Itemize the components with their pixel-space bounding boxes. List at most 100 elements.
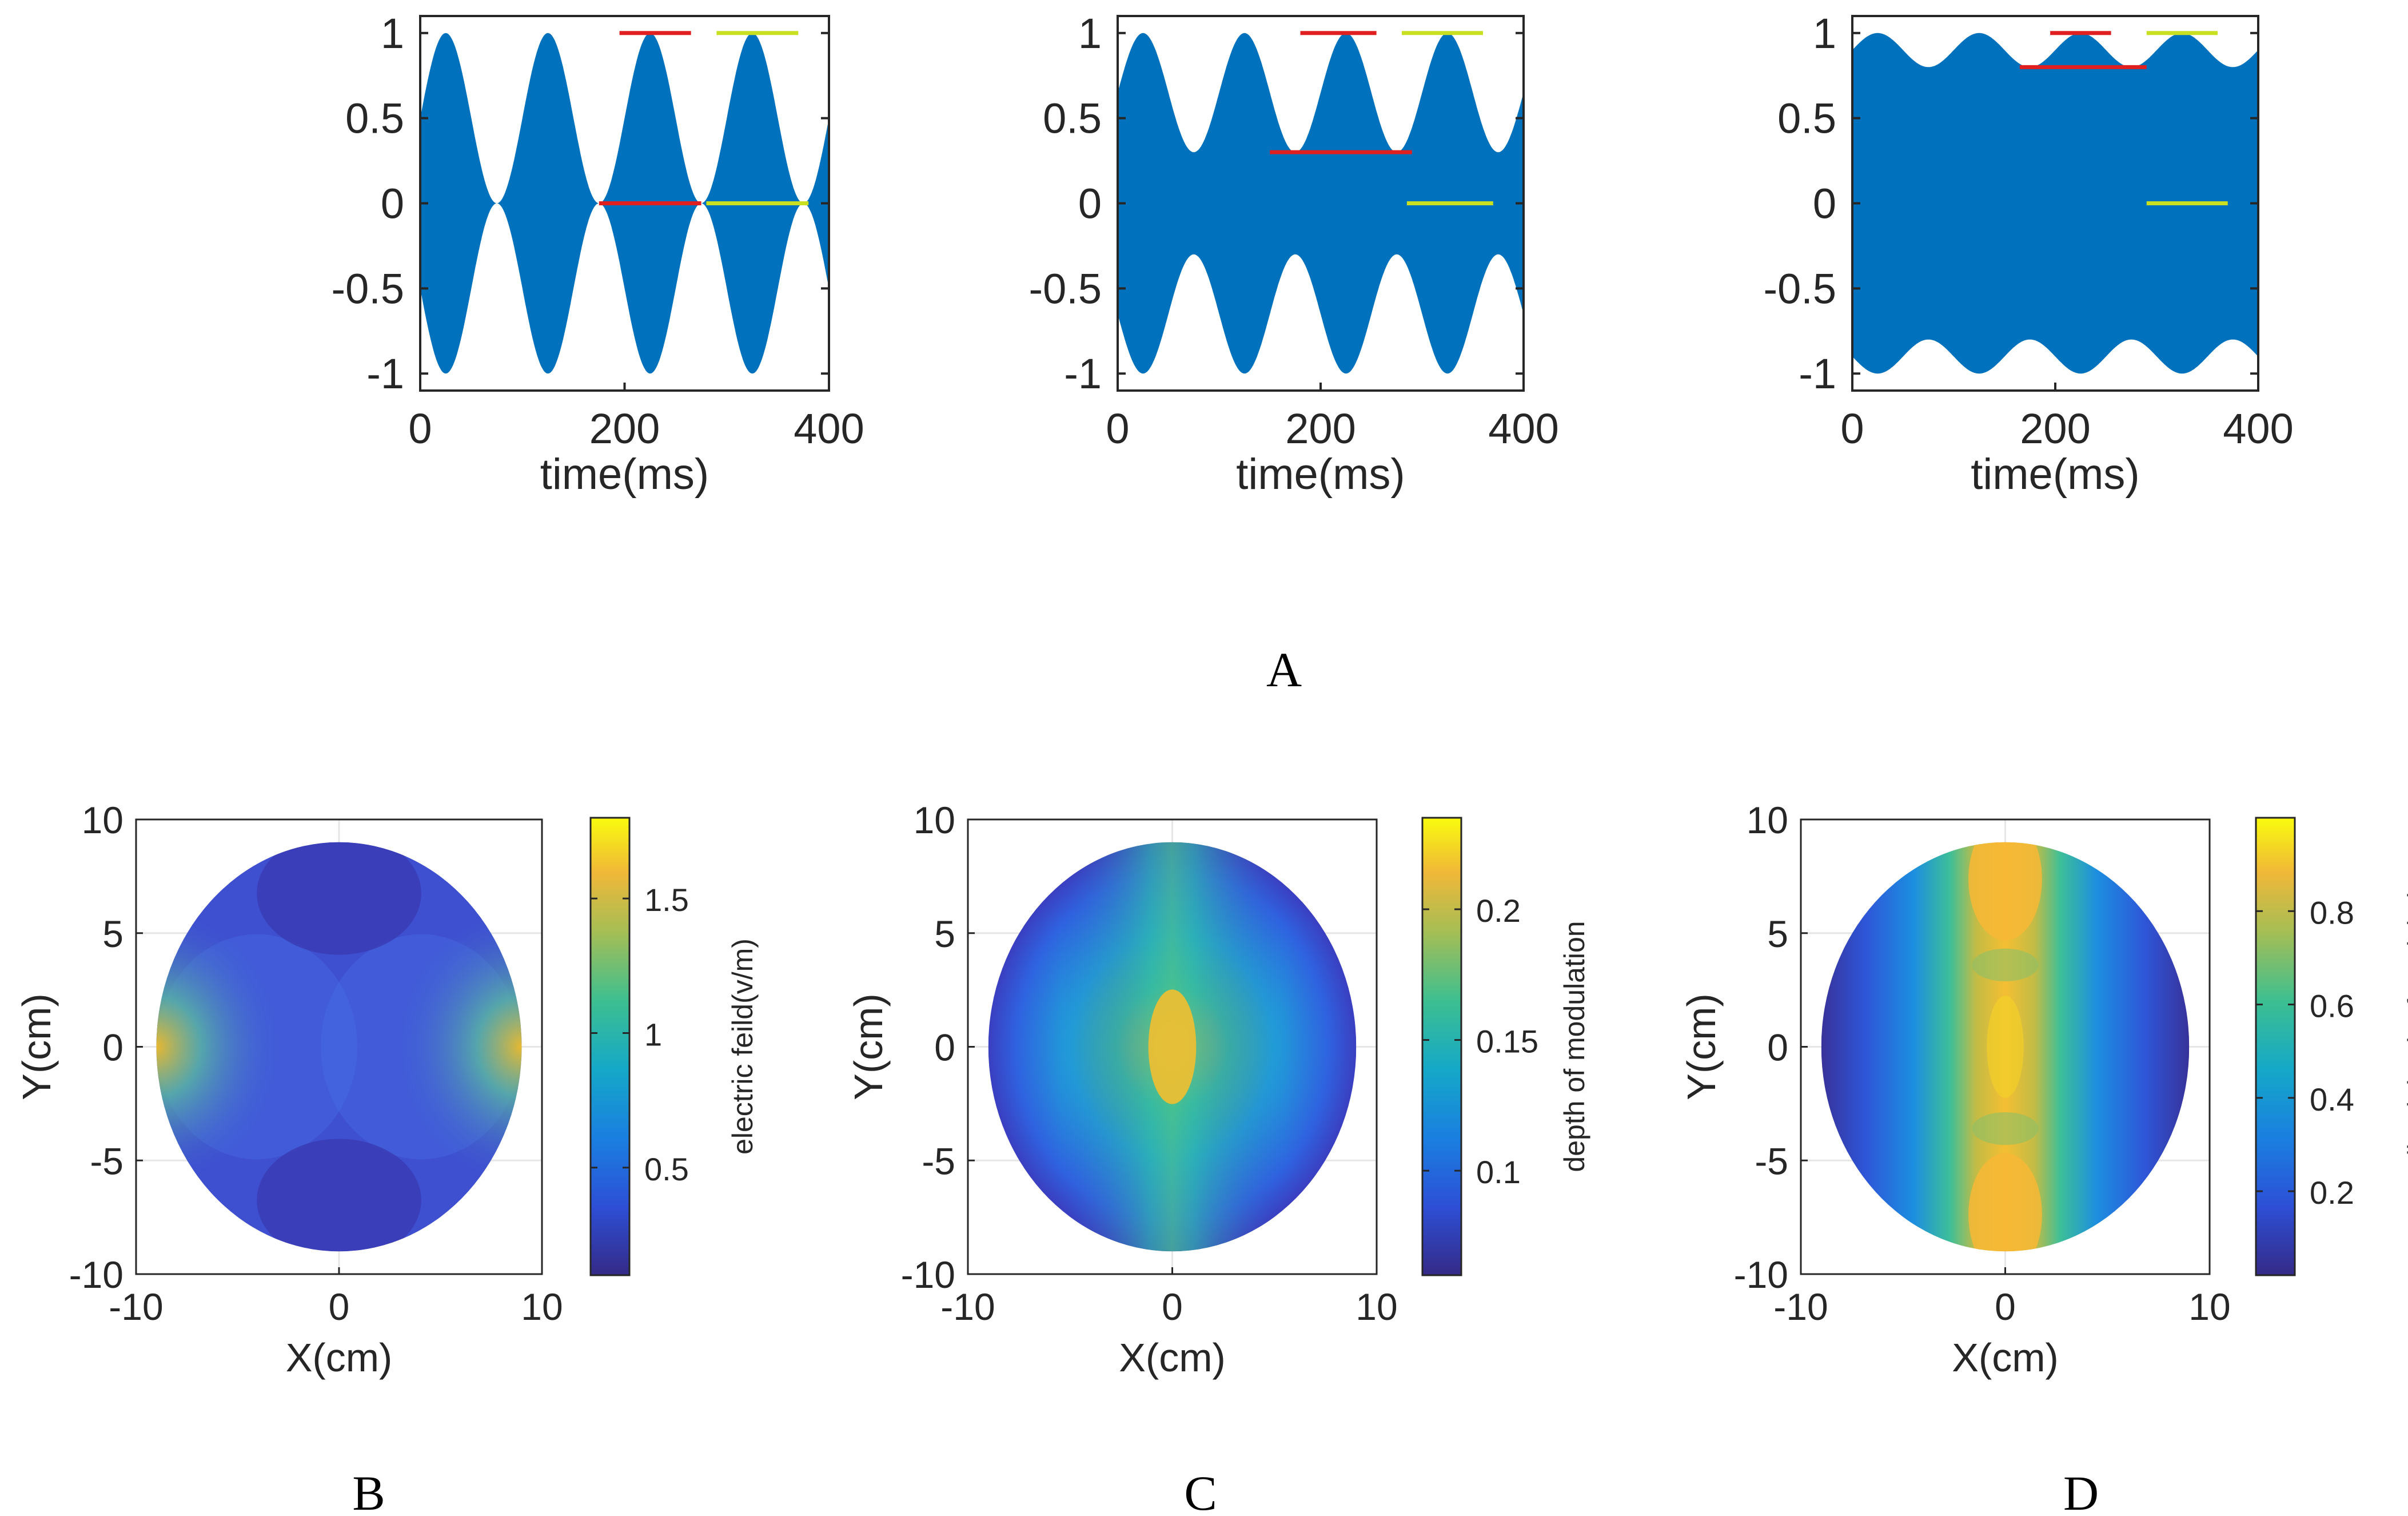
field-saddle-bottom <box>1972 1112 2039 1145</box>
y-axis-label: Y(cm) <box>14 993 59 1100</box>
x-axis-label: time(ms) <box>540 450 709 499</box>
colorbar-tick-label: 1 <box>644 1016 662 1052</box>
x-tick-label: 10 <box>521 1286 563 1328</box>
field-peak <box>1148 989 1197 1104</box>
y-tick-label: -1 <box>1064 350 1102 397</box>
y-tick-label: -0.5 <box>1763 265 1836 312</box>
y-tick-label: 0 <box>1813 180 1836 228</box>
x-tick-label: 400 <box>2223 405 2293 452</box>
x-tick-label: 200 <box>589 405 660 452</box>
y-tick-label: 0 <box>1078 180 1102 228</box>
x-tick-label: 10 <box>1356 1286 1397 1328</box>
y-tick-label: 0.5 <box>1777 95 1836 142</box>
y-tick-label: 0.5 <box>345 95 404 142</box>
field-saddle-top <box>1972 948 2039 982</box>
signal-plot-a2: -1 -0.5 0 0.5 1 0 200 400 time(ms) <box>1028 10 1558 499</box>
colorbar-tick-label: 0.8 <box>2310 894 2354 930</box>
colorbar-tick-label: 0.2 <box>2310 1175 2354 1211</box>
field-map <box>988 842 1357 1252</box>
field-peak-top <box>1968 842 2042 941</box>
heatmap-plot-d: -10 -5 0 5 10 -10 0 10 X(cm) Y(cm) 0.2 0.4 0.6 0.8 nor… <box>1679 799 2408 1380</box>
x-tick-label: 0 <box>408 405 432 452</box>
x-tick-label: 0 <box>1106 405 1129 452</box>
colorbar-tick-label: 1.5 <box>644 882 689 918</box>
y-tick-label: 0 <box>934 1026 955 1069</box>
field-map <box>156 842 522 1252</box>
x-tick-label: 200 <box>1285 405 1356 452</box>
heatmap-plot-b: -10 -5 0 5 10 -10 0 10 X(cm) Y(cm) 0.5 1 1.5 electric… <box>14 799 759 1380</box>
y-tick-label: 0 <box>102 1026 123 1069</box>
y-tick-label: 0 <box>1767 1026 1788 1069</box>
y-tick-label: 10 <box>1747 799 1788 841</box>
x-axis-label: X(cm) <box>1119 1335 1226 1380</box>
colorbar: 0.2 0.4 0.6 0.8 normalized depth of modulati… <box>2255 817 2408 1276</box>
y-tick-label: 5 <box>934 913 955 955</box>
signal-plot-a1: -1 -0.5 0 0.5 1 0 200 400 time(ms) <box>331 10 864 499</box>
signal-envelope <box>1118 33 1524 374</box>
x-tick-label: 400 <box>794 405 864 452</box>
y-tick-label: 5 <box>102 913 123 955</box>
colorbar-tick-label: 0.6 <box>2310 988 2354 1024</box>
x-tick-label: 200 <box>2020 405 2090 452</box>
colorbar: 0.1 0.15 0.2 depth of modulation <box>1421 817 1590 1276</box>
x-axis-label: time(ms) <box>1236 450 1405 499</box>
figure-label-b: B <box>352 1466 385 1516</box>
colorbar-tick-label: 0.1 <box>1476 1154 1521 1190</box>
x-tick-label: 0 <box>1995 1286 2016 1328</box>
y-tick-label: -5 <box>1755 1140 1788 1182</box>
colorbar-label: normalized depth of modulation <box>2402 863 2408 1230</box>
y-tick-label: -10 <box>1734 1254 1788 1296</box>
y-tick-label: -10 <box>69 1254 123 1296</box>
figure-label-c: C <box>1184 1466 1217 1516</box>
y-tick-label: -10 <box>901 1254 955 1296</box>
x-tick-label: -10 <box>109 1286 163 1328</box>
colorbar-gradient <box>2255 817 2296 1276</box>
x-axis-label: time(ms) <box>1971 450 2140 499</box>
colorbar-label: electric feild(v/m) <box>727 938 759 1155</box>
x-axis-label: X(cm) <box>286 1335 393 1380</box>
x-tick-label: 0 <box>1162 1286 1183 1328</box>
colorbar-tick-label: 0.5 <box>644 1151 689 1187</box>
y-tick-label: 10 <box>82 799 123 841</box>
colorbar: 0.5 1 1.5 electric feild(v/m) <box>589 817 759 1276</box>
field-hot-right <box>156 842 522 1252</box>
y-tick-label: -0.5 <box>331 265 404 312</box>
y-tick-label: -1 <box>1799 350 1836 397</box>
y-tick-label: -0.5 <box>1028 265 1102 312</box>
signal-envelope <box>1852 33 2258 374</box>
heatmap-plot-c: -10 -5 0 5 10 -10 0 10 X(cm) Y(cm) 0.1 0.15 0.2 depth… <box>846 799 1590 1380</box>
y-tick-label: 0 <box>381 180 404 228</box>
x-tick-label: 0 <box>329 1286 350 1328</box>
y-tick-label: 1 <box>1813 10 1836 57</box>
x-axis-label: X(cm) <box>1952 1335 2059 1380</box>
field-map <box>1821 842 2190 1252</box>
y-axis-label: Y(cm) <box>1679 993 1724 1100</box>
y-tick-label: -5 <box>922 1140 955 1182</box>
y-tick-label: 1 <box>1078 10 1102 57</box>
x-tick-label: 0 <box>1840 405 1864 452</box>
x-tick-label: -10 <box>940 1286 995 1328</box>
colorbar-gradient <box>1421 817 1462 1276</box>
y-tick-label: 10 <box>914 799 955 841</box>
figure-label-a: A <box>1266 642 1302 697</box>
y-tick-label: 0.5 <box>1043 95 1102 142</box>
colorbar-gradient <box>589 817 631 1276</box>
y-tick-label: 5 <box>1767 913 1788 955</box>
x-tick-label: -10 <box>1773 1286 1828 1328</box>
colorbar-tick-label: 0.15 <box>1476 1024 1538 1060</box>
colorbar-tick-label: 0.4 <box>2310 1081 2354 1117</box>
field-peak-bottom <box>1968 1153 2042 1252</box>
figure-label-d: D <box>2063 1466 2099 1516</box>
x-tick-label: 10 <box>2188 1286 2230 1328</box>
field-peak-center <box>1987 996 2024 1098</box>
x-tick-label: 400 <box>1488 405 1558 452</box>
y-tick-label: -1 <box>366 350 404 397</box>
signal-plot-a3: -1 -0.5 0 0.5 1 0 200 400 time(ms) <box>1763 10 2293 499</box>
y-axis-label: Y(cm) <box>846 993 891 1100</box>
y-tick-label: -5 <box>90 1140 123 1182</box>
colorbar-tick-label: 0.2 <box>1476 893 1521 929</box>
y-tick-label: 1 <box>381 10 404 57</box>
colorbar-label: depth of modulation <box>1558 921 1590 1172</box>
